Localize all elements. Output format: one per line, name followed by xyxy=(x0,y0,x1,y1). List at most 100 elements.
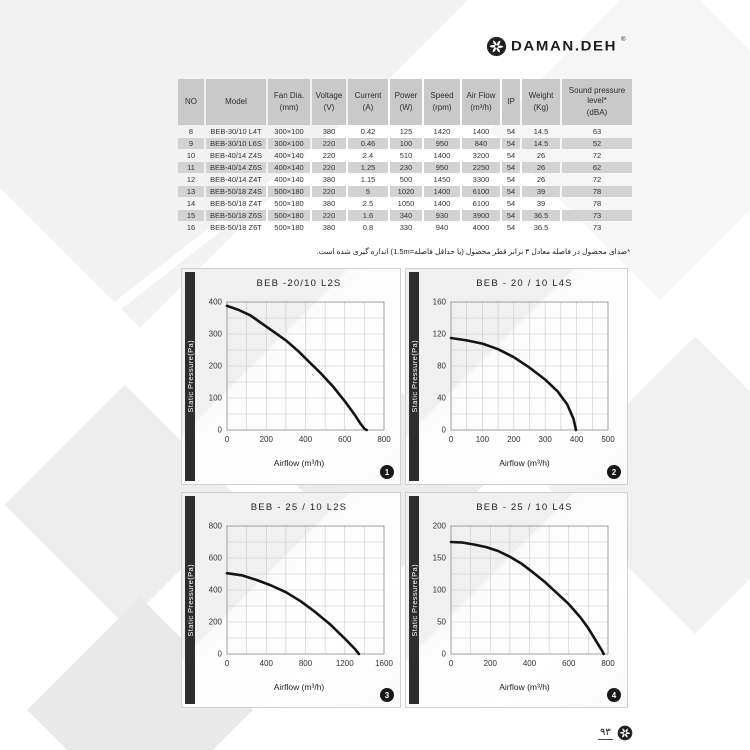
table-row: 9 BEB-30/10 L6S 300×100 220 0.46 100 950 840 54 1… xyxy=(178,138,632,149)
table-cell: 940 xyxy=(435,223,449,232)
table-cell: 380 xyxy=(322,127,336,136)
svg-text:0: 0 xyxy=(442,650,447,659)
table-cell: 2.4 xyxy=(362,151,374,160)
table-cell: 0.46 xyxy=(348,138,388,149)
chart-title: BEB -20/10 L2S xyxy=(256,278,342,289)
column-header: Voltage (V) xyxy=(312,79,346,125)
table-cell: BEB-30/10 L6S xyxy=(206,138,266,149)
svg-text:1200: 1200 xyxy=(336,659,354,668)
y-axis-bar: Static Pressure(Pa) xyxy=(185,272,195,481)
table-cell: 10 xyxy=(186,151,196,160)
svg-text:0: 0 xyxy=(442,426,447,435)
column-header: Fan Dia. (mm) xyxy=(268,79,310,125)
svg-text:0: 0 xyxy=(449,659,454,668)
table-cell: 1.25 xyxy=(348,162,388,173)
x-axis-label: Airflow (m³/h) xyxy=(499,458,550,468)
table-cell: 14.5 xyxy=(522,138,560,149)
table-cell: 26 xyxy=(536,151,546,160)
column-header: IP xyxy=(502,79,520,125)
column-header: Current (A) xyxy=(348,79,388,125)
spec-table-header: NO Model Fan Dia. (mm) Voltage (V) Current (A) P… xyxy=(178,79,632,125)
svg-text:100: 100 xyxy=(209,394,223,403)
table-cell: 8 xyxy=(188,127,194,136)
svg-text:40: 40 xyxy=(437,394,446,403)
table-cell: 14.5 xyxy=(533,127,549,136)
table-row: 11 BEB-40/14 Z6S 400×140 220 1.25 230 950 2250 5… xyxy=(178,162,632,173)
table-cell: 500×180 xyxy=(268,186,310,197)
svg-text:200: 200 xyxy=(433,522,447,531)
table-cell: 1450 xyxy=(433,175,451,184)
table-cell: 400×140 xyxy=(274,151,304,160)
table-cell: 3300 xyxy=(472,175,490,184)
x-axis-label: Airflow (m³/h) xyxy=(273,458,325,468)
chart-panel-4: Static Pressure(Pa) BEB - 25 / 10 L4S 0 2… xyxy=(405,492,628,708)
table-cell: 26 xyxy=(536,175,546,184)
table-cell: 300×100 xyxy=(268,138,310,149)
table-cell: 73 xyxy=(592,223,602,232)
table-cell: 39 xyxy=(536,199,546,208)
table-cell: 1420 xyxy=(433,127,451,136)
table-cell: 14 xyxy=(186,199,196,208)
table-cell: 0.8 xyxy=(362,223,374,232)
svg-text:800: 800 xyxy=(377,435,391,444)
fan-footer-icon xyxy=(617,725,633,741)
y-axis-bar: Static Pressure(Pa) xyxy=(409,496,419,704)
table-cell: 52 xyxy=(562,138,632,149)
table-cell: 9 xyxy=(178,138,204,149)
table-cell: 54 xyxy=(502,186,520,197)
column-header: Speed (rpm) xyxy=(424,79,460,125)
chart-panel-2: Static Pressure(Pa) BEB - 20 / 10 L4S 0 1… xyxy=(405,268,628,485)
x-axis-label: Airflow (m³/h) xyxy=(499,682,550,692)
chart-title: BEB - 20 / 10 L4S xyxy=(476,278,573,289)
table-cell: 500×180 xyxy=(274,223,304,232)
svg-text:0: 0 xyxy=(225,435,230,444)
table-cell: 950 xyxy=(424,162,460,173)
table-cell: 2250 xyxy=(462,162,500,173)
table-cell: 36.5 xyxy=(533,223,549,232)
table-cell: 230 xyxy=(390,162,422,173)
y-axis-bar: Static Pressure(Pa) xyxy=(409,272,419,481)
table-cell: 1400 xyxy=(433,151,451,160)
svg-text:80: 80 xyxy=(437,362,446,371)
svg-text:800: 800 xyxy=(299,659,313,668)
table-cell: 26 xyxy=(522,162,560,173)
table-cell: 63 xyxy=(592,127,602,136)
table-cell: 2.5 xyxy=(362,199,374,208)
fan-logo-icon xyxy=(486,36,507,57)
table-cell: 220 xyxy=(312,162,346,173)
table-cell: 3200 xyxy=(472,151,490,160)
svg-text:400: 400 xyxy=(260,659,274,668)
chart-number-badge: 4 xyxy=(607,688,621,702)
column-header: Sound pressure level* (dBA) xyxy=(562,79,632,125)
svg-text:600: 600 xyxy=(209,554,223,563)
table-cell: 12 xyxy=(186,175,196,184)
table-cell: 500×180 xyxy=(274,199,304,208)
svg-text:200: 200 xyxy=(209,362,223,371)
fan-curve-chart: 0 400 800 1200 1600 0 200 400 600 800 xyxy=(209,522,393,669)
table-cell: 54 xyxy=(502,138,520,149)
column-header: Power (W) xyxy=(390,79,422,125)
y-axis-label: Static Pressure(Pa) xyxy=(185,563,195,637)
svg-text:800: 800 xyxy=(601,659,615,668)
brand-name: DAMAN.DEH xyxy=(511,38,618,55)
svg-text:400: 400 xyxy=(299,435,313,444)
table-cell: BEB-50/18 Z6S xyxy=(206,210,266,221)
chart-number-badge: 1 xyxy=(380,465,394,479)
table-cell: 6100 xyxy=(462,186,500,197)
table-row: 15 BEB-50/18 Z6S 500×180 220 1.6 340 930 3900 54… xyxy=(178,210,632,221)
table-cell: 840 xyxy=(462,138,500,149)
table-cell: 930 xyxy=(424,210,460,221)
svg-text:200: 200 xyxy=(209,618,223,627)
svg-text:200: 200 xyxy=(507,435,521,444)
svg-text:600: 600 xyxy=(338,435,352,444)
table-cell: 220 xyxy=(312,186,346,197)
svg-text:200: 200 xyxy=(484,659,498,668)
table-cell: 1400 xyxy=(472,127,490,136)
table-cell: 1400 xyxy=(433,199,451,208)
svg-text:100: 100 xyxy=(433,586,447,595)
svg-text:600: 600 xyxy=(562,659,576,668)
svg-text:160: 160 xyxy=(433,298,447,307)
table-cell: 72 xyxy=(592,175,602,184)
svg-text:150: 150 xyxy=(433,554,447,563)
svg-text:0: 0 xyxy=(218,426,223,435)
